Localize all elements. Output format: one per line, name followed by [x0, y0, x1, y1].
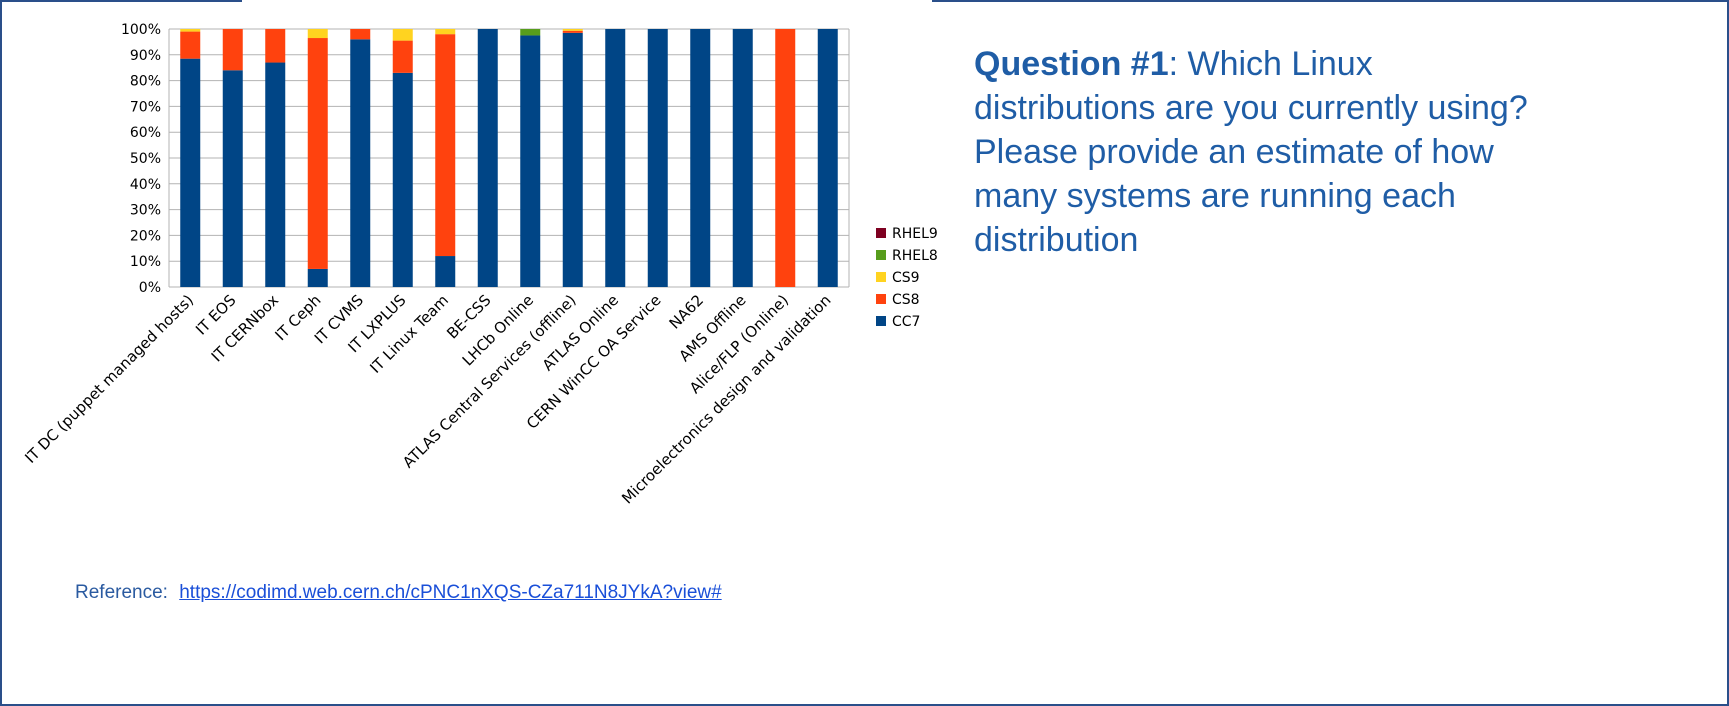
question-label: Question #1	[974, 45, 1169, 83]
bar-segment-cs8	[562, 30, 583, 33]
bar-segment-cs8	[392, 40, 413, 73]
y-tick-label: 100%	[121, 22, 161, 38]
bar-segment-cs8	[180, 31, 201, 59]
bar-segment-cs9	[562, 29, 583, 31]
bar-segment-cc7	[690, 29, 711, 287]
bar-segment-cs9	[307, 29, 328, 39]
bar-segment-cc7	[562, 32, 583, 288]
bar-segment-cs8	[775, 29, 796, 287]
bar-segment-cs8	[222, 29, 243, 71]
bar-segment-cc7	[605, 29, 626, 287]
y-tick-label: 0%	[139, 280, 161, 296]
bar-segment-cc7	[350, 39, 371, 287]
y-axis-ticks: 0% 10% 20% 30% 40% 50% 60% 70% 80% 90% 100%	[121, 22, 161, 296]
y-tick-label: 70%	[130, 99, 161, 115]
legend-label: RHEL8	[892, 248, 938, 264]
bar-segment-cc7	[817, 29, 838, 287]
bar-segment-cc7	[222, 70, 243, 287]
question-body: : Which Linux distributions are you curr…	[974, 45, 1528, 259]
y-tick-label: 40%	[130, 177, 161, 193]
x-tick-label: IT DC (puppet managed hosts)	[21, 291, 197, 467]
bar-segment-cc7	[180, 58, 201, 287]
bar-segment-cc7	[647, 29, 668, 287]
bar-segment-cc7	[520, 35, 541, 288]
bar-segment-cs8	[265, 29, 286, 63]
legend-swatch	[876, 272, 886, 282]
stacked-bar-chart: 0% 10% 20% 30% 40% 50% 60% 70% 80% 90% 100% IT DC …	[21, 22, 938, 507]
legend-swatch	[876, 316, 886, 326]
bar-segment-cc7	[732, 29, 753, 287]
reference-line: Reference: https://codimd.web.cern.ch/cP…	[75, 582, 722, 604]
bar-segment-cs8	[350, 29, 371, 40]
y-tick-label: 10%	[130, 254, 161, 270]
legend: RHEL9 RHEL8 CS9 CS8 CC7	[876, 226, 938, 330]
bar-segment-cc7	[477, 29, 498, 287]
y-tick-label: 60%	[130, 125, 161, 141]
legend-label: RHEL9	[892, 226, 938, 242]
reference-label: Reference:	[75, 582, 168, 603]
frame-gap	[242, 0, 932, 3]
legend-label: CS9	[892, 270, 920, 286]
y-tick-label: 90%	[130, 48, 161, 64]
y-tick-label: 20%	[130, 228, 161, 244]
bar-segment-cc7	[392, 72, 413, 287]
question-text: Question #1: Which Linux distributions a…	[974, 42, 1534, 262]
legend-swatch	[876, 250, 886, 260]
legend-label: CC7	[892, 314, 920, 330]
bar-segment-cc7	[435, 256, 456, 287]
bar-segment-cs9	[392, 29, 413, 41]
bar-segment-cs8	[307, 38, 328, 269]
reference-link[interactable]: https://codimd.web.cern.ch/cPNC1nXQS-CZa…	[179, 582, 722, 603]
bar-segment-cc7	[307, 268, 328, 287]
bar-segment-rhel8	[520, 29, 541, 36]
bar-segment-cs9	[435, 29, 456, 35]
bar-segment-cs9	[180, 29, 201, 32]
bar-segment-cc7	[265, 62, 286, 287]
bar-segment-cs8	[435, 34, 456, 257]
bars	[180, 29, 838, 288]
legend-swatch	[876, 228, 886, 238]
legend-swatch	[876, 294, 886, 304]
legend-label: CS8	[892, 292, 920, 308]
y-tick-label: 50%	[130, 151, 161, 167]
y-tick-label: 30%	[130, 203, 161, 219]
y-tick-label: 80%	[130, 74, 161, 90]
